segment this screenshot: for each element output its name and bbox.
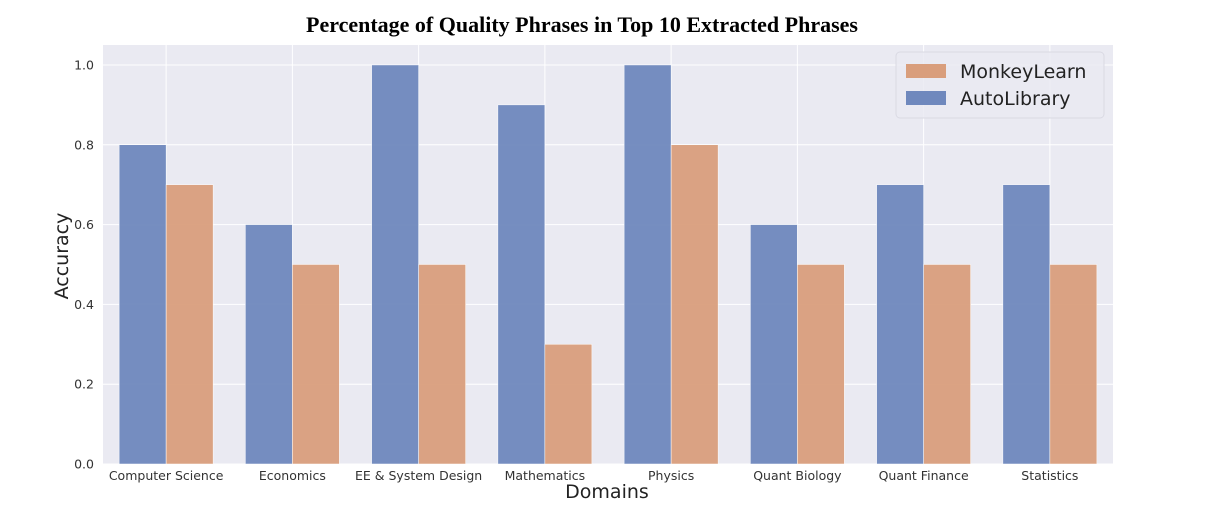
- bar-autolibrary: [750, 224, 798, 465]
- bar-monkeylearn: [1049, 264, 1098, 465]
- bar-monkeylearn: [923, 264, 971, 465]
- chart-title: Percentage of Quality Phrases in Top 10 …: [306, 12, 858, 37]
- x-tick-label: Economics: [259, 468, 326, 483]
- legend-label-autolibrary: AutoLibrary: [960, 88, 1071, 110]
- bar-monkeylearn: [544, 344, 593, 465]
- bar-autolibrary: [118, 144, 167, 465]
- y-axis-label: Accuracy: [51, 213, 73, 300]
- bar-autolibrary: [623, 64, 672, 465]
- y-tick-label: 1.0: [74, 57, 94, 72]
- legend: MonkeyLearn AutoLibrary: [895, 51, 1105, 119]
- bar-autolibrary: [497, 104, 546, 465]
- bar-autolibrary: [371, 64, 419, 465]
- bar-monkeylearn: [418, 264, 466, 465]
- bars: [118, 64, 1098, 465]
- legend-box: [895, 51, 1105, 119]
- x-tick-label: Statistics: [1021, 468, 1078, 483]
- bar-monkeylearn: [797, 264, 845, 465]
- bar-autolibrary: [245, 224, 293, 465]
- y-axis-ticks: 0.0 0.2 0.4 0.6 0.8 1.0: [74, 57, 94, 471]
- y-tick-label: 0.2: [74, 377, 94, 392]
- legend-label-monkeylearn: MonkeyLearn: [960, 61, 1086, 83]
- x-tick-label: Physics: [648, 468, 694, 483]
- y-tick-label: 0.6: [74, 217, 94, 232]
- y-tick-label: 0.0: [74, 457, 94, 472]
- legend-swatch-autolibrary: [906, 91, 946, 105]
- legend-swatch-monkeylearn: [906, 64, 946, 78]
- bar-monkeylearn: [292, 264, 340, 465]
- x-axis-ticks: Computer Science Economics EE & System Des…: [109, 468, 1079, 483]
- x-tick-label: Computer Science: [109, 468, 224, 483]
- bar-autolibrary: [1002, 184, 1051, 465]
- bar-monkeylearn: [165, 184, 214, 465]
- y-tick-label: 0.4: [74, 297, 94, 312]
- bar-monkeylearn: [670, 144, 719, 465]
- bar-autolibrary: [876, 184, 924, 465]
- x-tick-label: Quant Biology: [753, 468, 842, 483]
- x-tick-label: Mathematics: [505, 468, 586, 483]
- y-tick-label: 0.8: [74, 137, 94, 152]
- x-axis-label: Domains: [565, 481, 649, 503]
- x-tick-label: EE & System Design: [355, 468, 482, 483]
- x-tick-label: Quant Finance: [879, 468, 969, 483]
